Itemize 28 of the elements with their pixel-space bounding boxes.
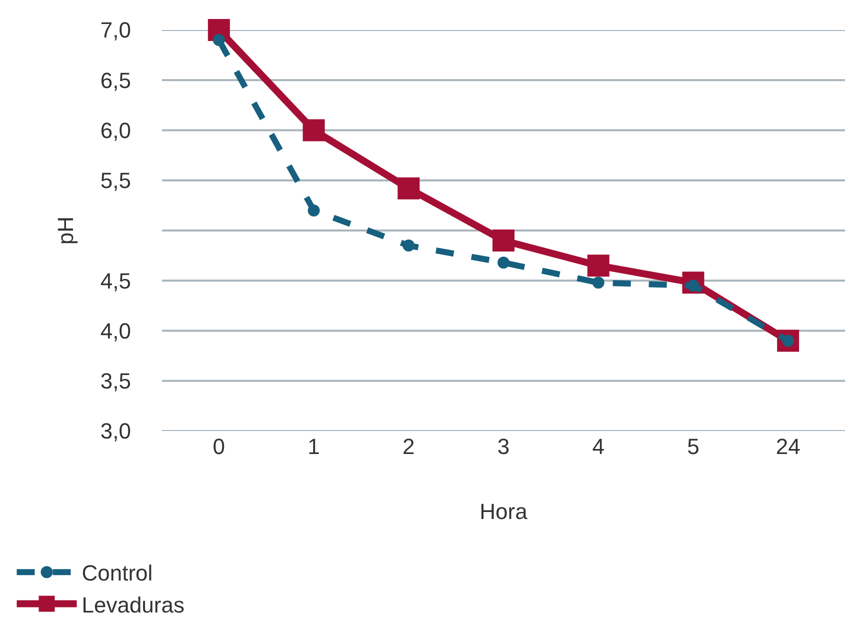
y-tick-label: 3,0 xyxy=(100,418,131,444)
point xyxy=(402,240,415,252)
point xyxy=(498,256,510,269)
x-tick-label: 3 xyxy=(497,434,510,459)
point xyxy=(302,119,325,142)
y-tick-label: 4,0 xyxy=(100,318,131,344)
y-tick-label: 6,0 xyxy=(100,118,131,143)
y-tick-label: 3,5 xyxy=(100,368,131,394)
y-tick-label: 4,5 xyxy=(100,268,131,294)
point xyxy=(212,34,225,46)
point xyxy=(308,204,320,216)
point xyxy=(492,230,514,252)
x-tick-label: 1 xyxy=(308,434,320,459)
x-axis-title: Hora xyxy=(480,498,528,524)
x-tick-label: 0 xyxy=(212,434,226,459)
legend-label: Control xyxy=(82,560,153,586)
y-axis-title: pH xyxy=(53,216,78,245)
point xyxy=(592,276,604,289)
x-tick-label: 2 xyxy=(402,434,415,459)
legend-label: Levaduras xyxy=(82,592,184,618)
point xyxy=(398,177,420,200)
y-tick-label: 5,5 xyxy=(100,168,131,194)
point xyxy=(587,254,610,277)
y-tick-label: 7,0 xyxy=(100,18,131,43)
x-tick-label: 5 xyxy=(687,434,700,459)
x-tick-label: 4 xyxy=(592,434,604,459)
y-tick-label: 6,5 xyxy=(100,68,131,93)
x-tick-label: 24 xyxy=(776,434,800,459)
